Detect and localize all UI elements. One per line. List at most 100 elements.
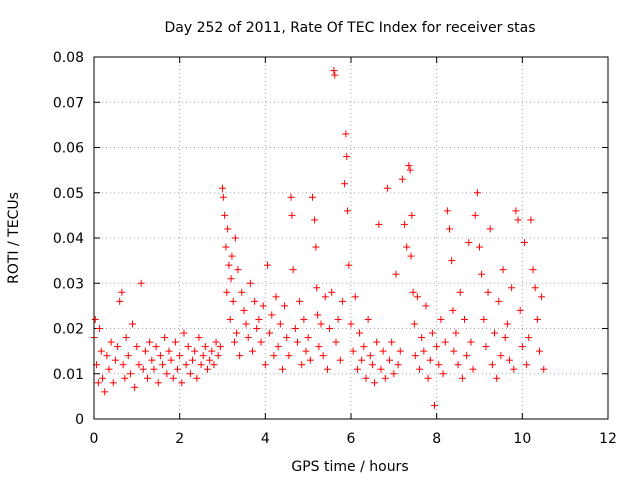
data-point (146, 338, 154, 346)
data-point (124, 352, 132, 360)
data-point (201, 343, 209, 351)
data-point (394, 361, 402, 369)
data-point (471, 211, 479, 219)
x-tick-label: 10 (513, 431, 531, 447)
data-point (270, 352, 278, 360)
y-tick-label: 0.05 (53, 186, 84, 202)
data-point (182, 361, 190, 369)
data-point (105, 365, 113, 373)
data-point (353, 365, 361, 373)
data-point (381, 374, 389, 382)
data-point (119, 361, 127, 369)
data-point (478, 270, 486, 278)
data-point (523, 361, 531, 369)
data-point (148, 356, 156, 364)
data-point (224, 225, 232, 233)
data-point (490, 329, 498, 337)
data-point (111, 356, 119, 364)
data-point (97, 347, 105, 355)
data-point (456, 288, 464, 296)
data-point (338, 297, 346, 305)
data-point (266, 329, 274, 337)
data-point (435, 361, 443, 369)
data-point (413, 293, 421, 301)
data-point (342, 130, 350, 138)
data-point (480, 315, 488, 323)
y-tick-label: 0.07 (53, 95, 84, 111)
data-point (197, 361, 205, 369)
data-point (171, 338, 179, 346)
data-point (99, 374, 107, 382)
data-point (449, 306, 457, 314)
data-point (314, 311, 322, 319)
data-point (180, 329, 188, 337)
x-tick-label: 0 (90, 431, 99, 447)
data-point (448, 257, 456, 265)
data-point (368, 361, 376, 369)
data-point (109, 379, 117, 387)
data-point (484, 288, 492, 296)
data-point (176, 352, 184, 360)
data-point (184, 343, 192, 351)
data-point (208, 347, 216, 355)
data-point (126, 370, 134, 378)
data-point (178, 379, 186, 387)
data-point (225, 261, 233, 269)
data-point (219, 193, 227, 201)
data-point (505, 356, 513, 364)
data-point (107, 338, 115, 346)
data-point (383, 184, 391, 192)
data-point (165, 347, 173, 355)
data-point (405, 162, 413, 170)
data-point (341, 180, 349, 188)
y-tick-label: 0.08 (53, 50, 84, 66)
data-point (210, 361, 218, 369)
data-point (499, 266, 507, 274)
x-tick-label: 12 (599, 431, 617, 447)
data-point (358, 356, 366, 364)
data-point (356, 329, 364, 337)
data-point (351, 293, 359, 301)
data-point (257, 338, 265, 346)
data-point (525, 334, 533, 342)
data-point (94, 379, 102, 387)
data-point (281, 302, 289, 310)
data-point (433, 343, 441, 351)
data-point (538, 293, 546, 301)
data-point (323, 365, 331, 373)
data-point (214, 352, 222, 360)
data-point (313, 284, 321, 292)
data-point (371, 379, 379, 387)
x-tick-label: 6 (347, 431, 356, 447)
data-point (347, 320, 355, 328)
y-tick-label: 0.06 (53, 141, 84, 157)
data-point (163, 370, 171, 378)
data-point (406, 166, 414, 174)
data-point (302, 347, 310, 355)
data-point (212, 338, 220, 346)
data-point (289, 266, 297, 274)
data-point (458, 374, 466, 382)
data-point (129, 320, 137, 328)
data-point (422, 302, 430, 310)
data-point (366, 352, 374, 360)
data-point (221, 211, 229, 219)
data-point (428, 329, 436, 337)
data-point (390, 370, 398, 378)
data-point (388, 338, 396, 346)
data-point (293, 338, 301, 346)
data-point (349, 347, 357, 355)
data-point (101, 388, 109, 396)
data-point (186, 370, 194, 378)
data-point (152, 343, 160, 351)
data-point (540, 365, 548, 373)
data-point (268, 311, 276, 319)
data-point (452, 329, 460, 337)
data-point (379, 347, 387, 355)
data-point (336, 356, 344, 364)
data-point (437, 315, 445, 323)
x-tick-label: 2 (175, 431, 184, 447)
data-point (520, 239, 528, 247)
data-point (298, 361, 306, 369)
